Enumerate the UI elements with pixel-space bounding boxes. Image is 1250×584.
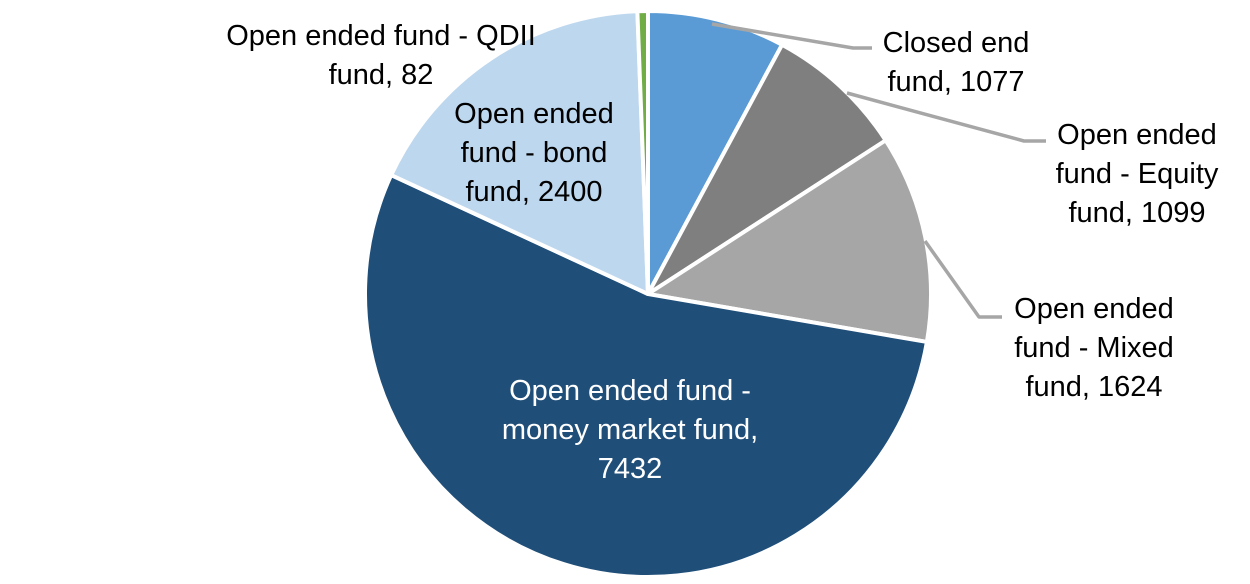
leader-line-open-ended-fund-mixed-fund [923, 239, 1002, 319]
pie-label-closed-end-fund: Closed end fund, 1077 [883, 27, 1030, 98]
pie-label-line: Open ended fund - [509, 375, 751, 407]
pie-label-line: fund, 1077 [887, 66, 1024, 98]
pie-slice-open-ended-fund-equity-fund [646, 42, 888, 296]
pie-label-line: 7432 [598, 453, 663, 485]
pie-label-open-ended-fund-money-market-fund: Open ended fund - money market fund, 7432 [502, 375, 758, 485]
pie-label-line: Open ended [454, 98, 614, 130]
pie-label-open-ended-fund-mixed-fund: Open ended fund - Mixed fund, 1624 [1014, 293, 1174, 403]
pie-label-line: fund, 82 [329, 59, 434, 91]
pie-label-line: fund - Mixed [1014, 332, 1174, 364]
pie-label-line: Closed end [883, 27, 1030, 59]
pie-label-line: Open ended fund - QDII [226, 20, 536, 52]
leader-line-open-ended-fund-equity-fund [846, 91, 1046, 143]
pie-label-open-ended-fund-equity-fund: Open ended fund - Equity fund, 1099 [1056, 119, 1219, 229]
pie-label-line: fund - bond [461, 137, 608, 169]
pie-label-line: fund, 1099 [1068, 197, 1205, 229]
pie-label-line: Open ended [1057, 119, 1217, 151]
pie-label-open-ended-fund-qdii-fund: Open ended fund - QDII fund, 82 [226, 20, 536, 91]
pie-label-open-ended-fund-bond-fund: Open ended fund - bond fund, 2400 [454, 98, 614, 208]
pie-slice-open-ended-fund-bond-fund [389, 9, 650, 296]
pie-slice-open-ended-fund-qdii-fund [635, 9, 650, 296]
pie-slice-open-ended-fund-money-market-fund [363, 173, 929, 579]
pie-label-line: fund, 1624 [1025, 371, 1162, 403]
pie-label-line: money market fund, [502, 414, 758, 446]
pie-label-line: fund, 2400 [465, 176, 602, 208]
leader-line-closed-end-fund [711, 22, 872, 50]
pie-label-line: Open ended [1014, 293, 1174, 325]
pie-slice-closed-end-fund [646, 9, 785, 296]
pie-label-line: fund - Equity [1056, 158, 1219, 190]
pie-slice-open-ended-fund-mixed-fund [646, 138, 933, 344]
